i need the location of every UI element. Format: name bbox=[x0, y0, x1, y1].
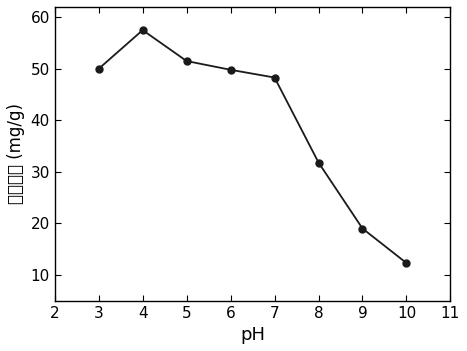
X-axis label: pH: pH bbox=[240, 326, 265, 344]
Y-axis label: 吸附容量 (mg/g): 吸附容量 (mg/g) bbox=[7, 103, 25, 204]
